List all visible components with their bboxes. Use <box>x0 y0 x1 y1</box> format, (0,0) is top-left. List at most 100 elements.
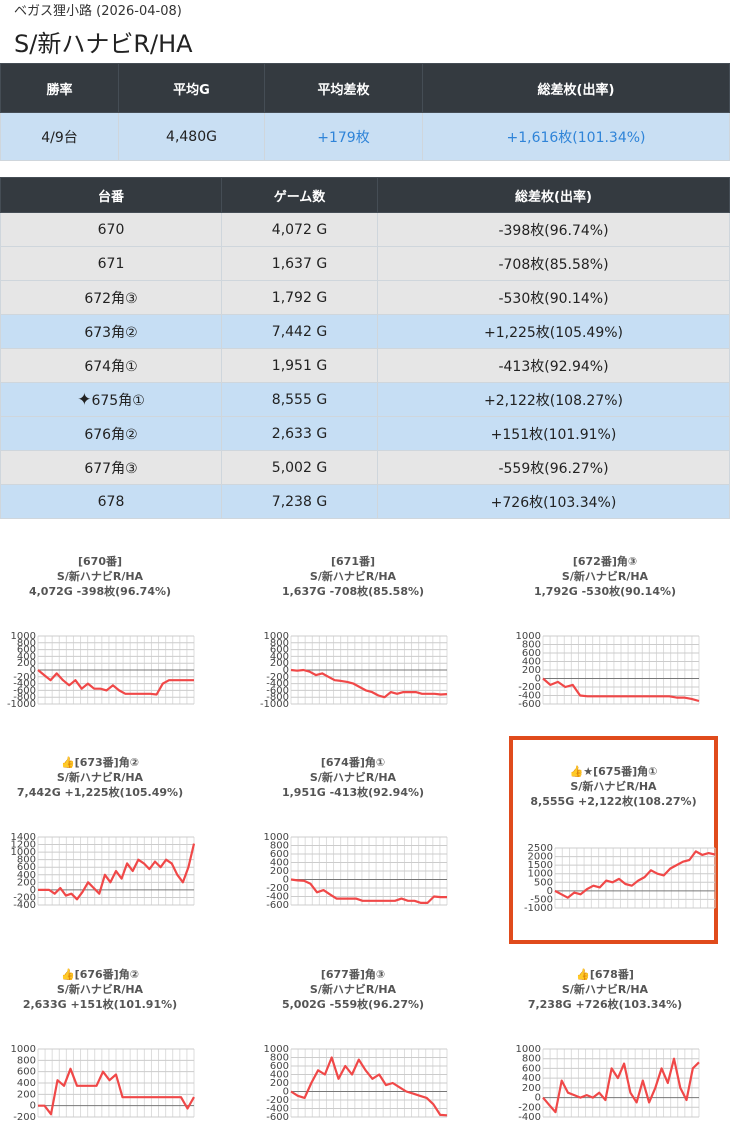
y-tick-label: -600 <box>266 900 289 911</box>
graph-card[interactable]: 👍[678番] S/新ハナビR/HA 7,238G +726枚(103.34%) 10… <box>505 945 705 1141</box>
machine-no: 672角③ <box>84 290 138 307</box>
diff-cell: -559枚(96.27%) <box>377 450 730 485</box>
summary-header-avg-games: 平均G <box>118 63 265 113</box>
slump-line <box>290 878 447 905</box>
graph-card[interactable]: 👍★[675番]角① S/新ハナビR/HA 8,555G +2,122枚(108.2… <box>509 736 718 944</box>
graph-card[interactable]: [671番] S/新ハナビR/HA 1,637G -708枚(85.58%) 1000… <box>253 532 453 728</box>
y-tick-label: -400 <box>266 892 289 903</box>
y-tick-label: -400 <box>518 1112 541 1123</box>
y-tick-label: 1000 <box>11 1044 36 1055</box>
y-tick-label: 600 <box>17 862 36 873</box>
y-tick-label: 400 <box>270 651 289 662</box>
graph-title: [670番] <box>77 555 123 568</box>
machine-no: 678 <box>97 493 125 510</box>
summary-header-avg-diff: 平均差枚 <box>264 63 423 113</box>
thumbs-up-icon: 👍 <box>569 765 584 778</box>
diff-cell: +726枚(103.34%) <box>377 484 730 519</box>
header-games: ゲーム数 <box>221 177 378 213</box>
graph-card[interactable]: 👍[676番]角② S/新ハナビR/HA 2,633G +151枚(101.91%)… <box>0 945 200 1141</box>
y-tick-label: 1500 <box>528 860 553 871</box>
y-tick-label: 400 <box>17 870 36 881</box>
y-tick-label: -200 <box>266 883 289 894</box>
y-tick-label: -200 <box>13 672 36 683</box>
table-row[interactable]: 677角③ 5,002 G -559枚(96.27%) <box>0 450 730 485</box>
games-cell: 7,442 G <box>221 314 378 349</box>
table-row[interactable]: 676角② 2,633 G +151枚(101.91%) <box>0 416 730 451</box>
machine-no: 675角① <box>91 392 145 409</box>
machine-no-cell[interactable]: 672角③ <box>0 280 222 315</box>
y-tick-label: -400 <box>13 679 36 690</box>
machine-no-cell[interactable]: 674角① <box>0 348 222 383</box>
machine-no: 676角② <box>84 426 138 443</box>
y-tick-label: 800 <box>17 1055 36 1066</box>
graph-card[interactable]: [670番] S/新ハナビR/HA 4,072G -398枚(96.74%) 1000… <box>0 532 200 728</box>
machine-no-cell[interactable]: 676角② <box>0 416 222 451</box>
y-tick-label: 400 <box>522 1073 541 1084</box>
graph-title: [674番]角① <box>320 756 386 769</box>
diff-cell: +2,122枚(108.27%) <box>377 382 730 417</box>
graph-card[interactable]: 👍[673番]角② S/新ハナビR/HA 7,442G +1,225枚(105.49… <box>0 733 200 929</box>
machine-no-cell[interactable]: 678 <box>0 484 222 519</box>
y-tick-label: 800 <box>17 638 36 649</box>
graph-machine-name: S/新ハナビR/HA <box>309 983 397 996</box>
graph-card[interactable]: [672番]角③ S/新ハナビR/HA 1,792G -530枚(90.14%) 10… <box>505 532 705 728</box>
machine-no-cell[interactable]: 670 <box>0 212 222 247</box>
machine-no-cell[interactable]: 673角② <box>0 314 222 349</box>
y-tick-label: 600 <box>270 645 289 656</box>
diff-cell: -708枚(85.58%) <box>377 246 730 281</box>
slump-line <box>542 677 700 703</box>
table-row[interactable]: 672角③ 1,792 G -530枚(90.14%) <box>0 280 730 315</box>
y-tick-label: -200 <box>518 1102 541 1113</box>
slump-line <box>38 1067 195 1116</box>
y-tick-label: 2500 <box>528 843 553 854</box>
y-tick-label: 800 <box>270 841 289 852</box>
graph-title: [672番]角③ <box>572 555 638 568</box>
machine-no-cell[interactable]: ✦675角① <box>0 382 222 417</box>
games-cell: 8,555 G <box>221 382 378 417</box>
graph-stat: 1,951G -413枚(92.94%) <box>281 786 425 799</box>
y-tick-label: 400 <box>270 1070 289 1081</box>
y-tick-label: 1000 <box>528 869 553 880</box>
graph-machine-name: S/新ハナビR/HA <box>56 771 144 784</box>
table-row[interactable]: 678 7,238 G +726枚(103.34%) <box>0 484 730 519</box>
y-tick-label: -500 <box>530 894 553 905</box>
y-tick-label: 800 <box>17 855 36 866</box>
machine-no: 677角③ <box>84 460 138 477</box>
machine-no: 674角① <box>84 358 138 375</box>
slump-line <box>37 669 194 696</box>
y-tick-label: 200 <box>270 866 289 877</box>
games-cell: 1,792 G <box>221 280 378 315</box>
y-tick-label: 200 <box>270 658 289 669</box>
machine-no-cell[interactable]: 671 <box>0 246 222 281</box>
y-tick-label: -400 <box>266 679 289 690</box>
y-tick-label: 0 <box>30 1101 36 1112</box>
y-tick-label: 500 <box>534 877 553 888</box>
y-tick-label: 0 <box>283 665 289 676</box>
table-row[interactable]: 671 1,637 G -708枚(85.58%) <box>0 246 730 281</box>
graph-card[interactable]: [677番]角③ S/新ハナビR/HA 5,002G -559枚(96.27%) 10… <box>253 945 453 1141</box>
table-row[interactable]: 674角① 1,951 G -413枚(92.94%) <box>0 348 730 383</box>
y-tick-label: 0 <box>283 1087 289 1098</box>
y-tick-label: -200 <box>518 682 541 693</box>
y-tick-label: 1000 <box>516 631 541 642</box>
table-row[interactable]: 670 4,072 G -398枚(96.74%) <box>0 212 730 247</box>
table-row[interactable]: 673角② 7,442 G +1,225枚(105.49%) <box>0 314 730 349</box>
y-tick-label: 0 <box>535 1093 541 1104</box>
diff-cell: -530枚(90.14%) <box>377 280 730 315</box>
y-tick-label: 600 <box>270 849 289 860</box>
y-tick-label: -400 <box>266 1104 289 1115</box>
machine-no-cell[interactable]: 677角③ <box>0 450 222 485</box>
y-tick-label: 600 <box>17 645 36 656</box>
diff-cell: -398枚(96.74%) <box>377 212 730 247</box>
sparkle-icon: ✦ <box>77 389 92 410</box>
graph-stat: 1,637G -708枚(85.58%) <box>281 585 425 598</box>
games-cell: 1,637 G <box>221 246 378 281</box>
summary-header-winrate: 勝率 <box>0 63 119 113</box>
table-row[interactable]: ✦675角① 8,555 G +2,122枚(108.27%) <box>0 382 730 417</box>
games-cell: 1,951 G <box>221 348 378 383</box>
graph-card[interactable]: [674番]角① S/新ハナビR/HA 1,951G -413枚(92.94%) 10… <box>253 733 453 929</box>
